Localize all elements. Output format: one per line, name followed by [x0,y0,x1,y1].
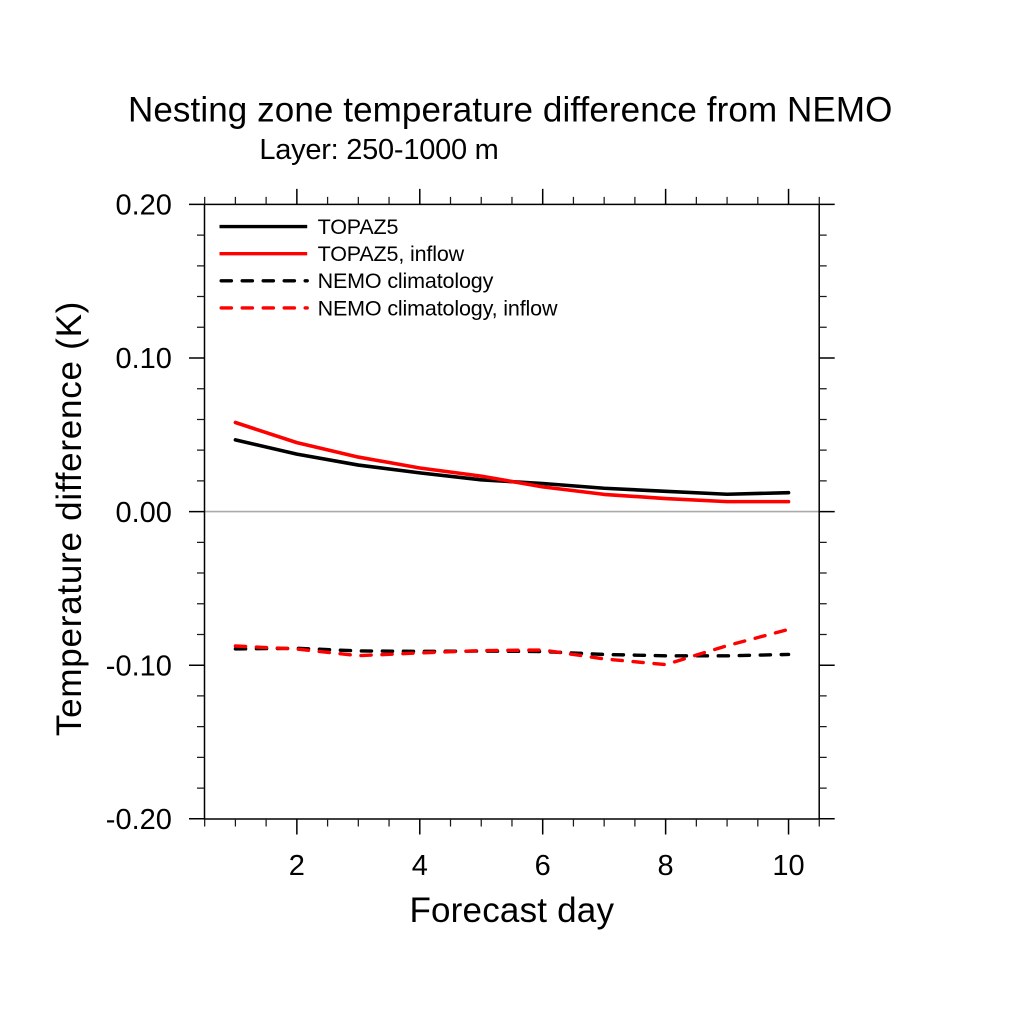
svg-text:0.20: 0.20 [115,190,171,222]
svg-text:TOPAZ5: TOPAZ5 [318,215,399,239]
svg-text:-0.10: -0.10 [106,650,172,682]
svg-text:2: 2 [289,850,305,882]
svg-text:Temperature difference (K): Temperature difference (K) [50,301,89,736]
svg-text:4: 4 [412,850,428,882]
svg-text:-0.20: -0.20 [106,804,172,836]
svg-text:NEMO climatology: NEMO climatology [318,269,494,293]
svg-text:0.10: 0.10 [115,343,171,375]
svg-text:TOPAZ5, inflow: TOPAZ5, inflow [318,242,465,266]
svg-text:NEMO climatology, inflow: NEMO climatology, inflow [318,296,558,320]
svg-text:Nesting zone temperature diffe: Nesting zone temperature difference from… [128,91,892,130]
svg-text:Forecast day: Forecast day [409,891,614,930]
svg-text:0.00: 0.00 [115,497,171,529]
svg-text:10: 10 [772,850,804,882]
svg-text:8: 8 [658,850,674,882]
svg-text:6: 6 [535,850,551,882]
svg-text:Layer: 250-1000 m: Layer: 250-1000 m [259,134,498,166]
